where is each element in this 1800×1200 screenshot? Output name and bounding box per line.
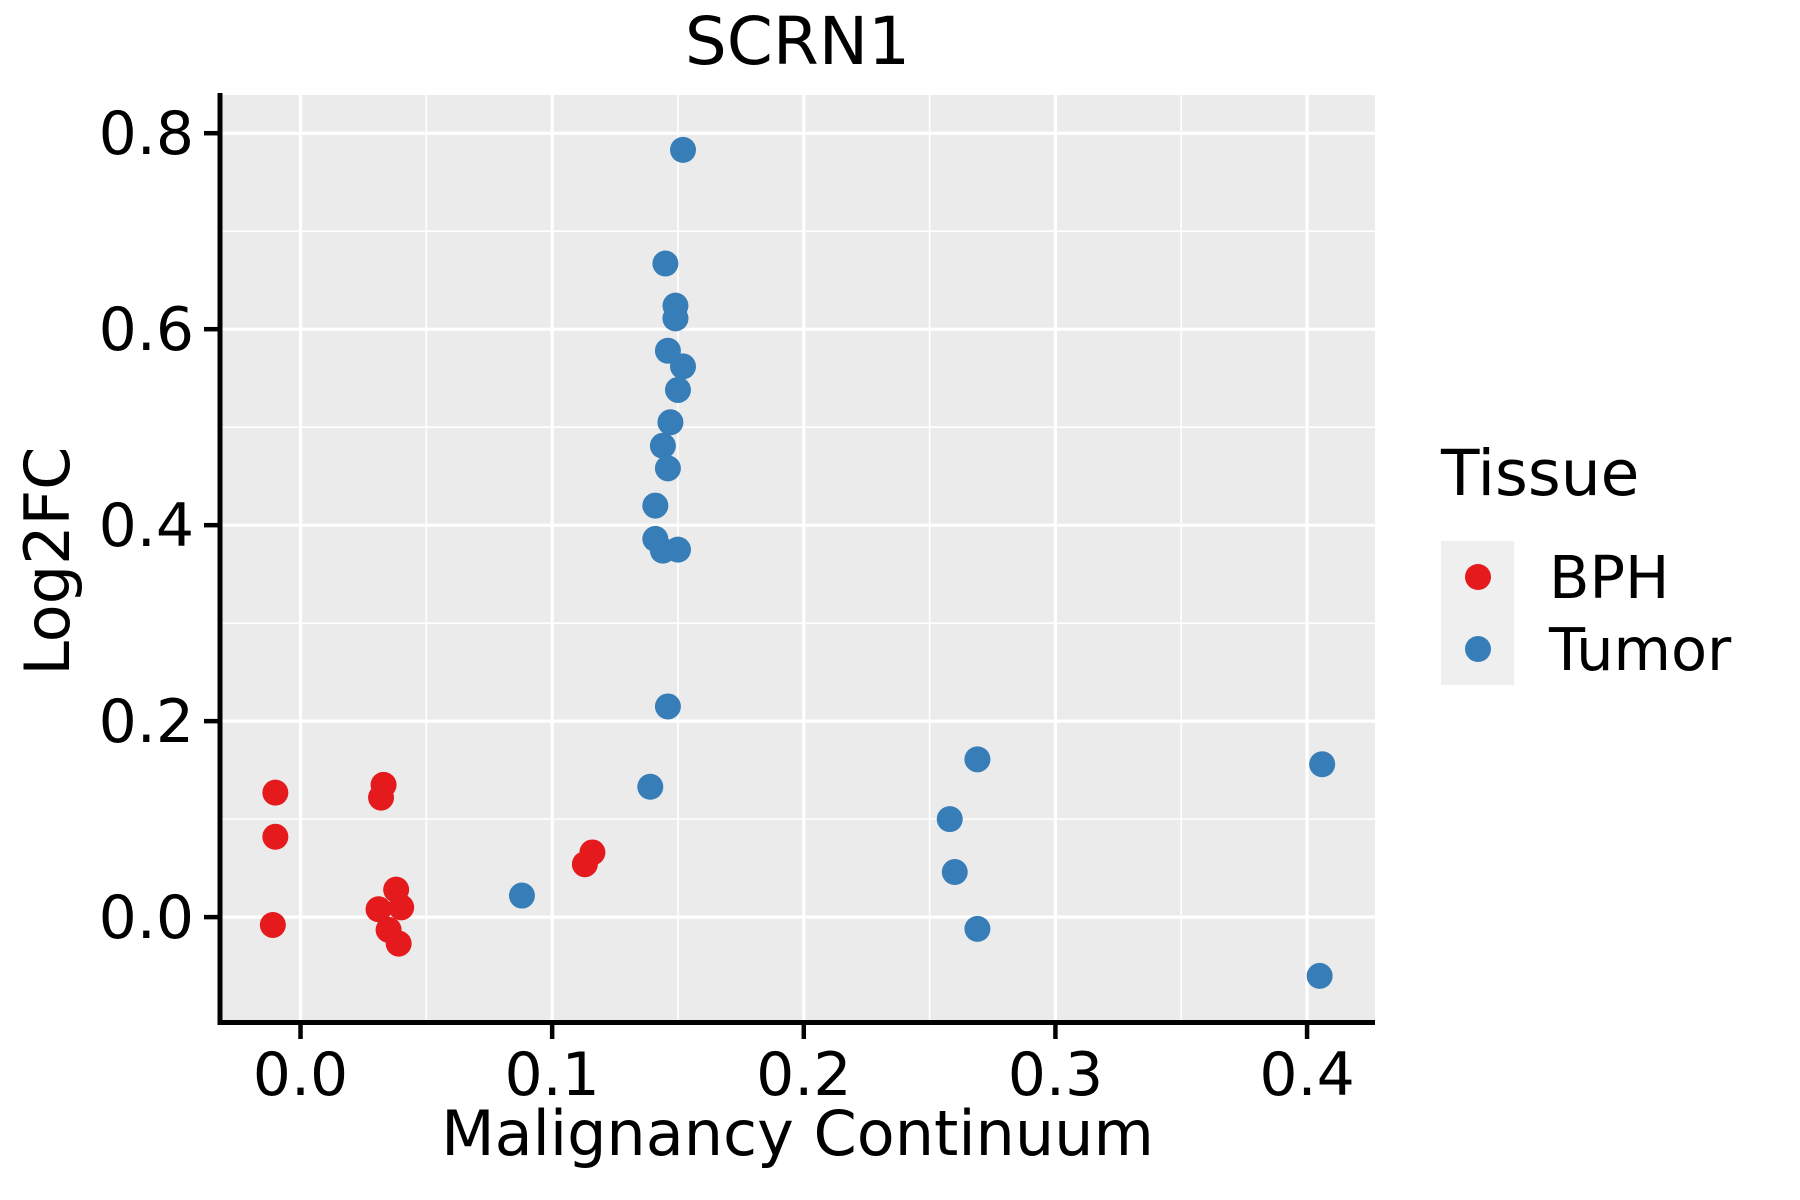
data-point-bph [365,896,392,923]
data-point-tumor [508,882,535,909]
x-tick-label: 0.3 [1008,1040,1103,1110]
legend-title: Tissue [1441,437,1640,510]
tumor-dot-icon [1464,636,1491,662]
data-point-tumor [652,250,679,277]
data-point-tumor [664,536,691,563]
data-point-bph [262,823,289,850]
y-axis-title: Log2FC [10,446,84,676]
x-tick-label: 0.0 [253,1040,348,1110]
legend-key-bph [1441,541,1514,613]
data-point-tumor [654,693,681,720]
y-tick-label: 0.8 [99,99,194,169]
data-point-tumor [662,305,689,332]
y-tick-label: 0.4 [99,491,194,561]
legend: Tissue BPH Tumor [1441,442,1731,685]
data-point-tumor [1309,751,1336,778]
bph-dot-icon [1464,564,1491,590]
plot-panel [220,95,1375,1020]
data-point-bph [259,911,286,938]
data-point-tumor [637,773,664,800]
y-tick-label: 0.0 [99,883,194,953]
legend-item-tumor: Tumor [1441,613,1731,685]
data-point-tumor [670,353,697,380]
data-point-bph [385,930,412,957]
data-point-tumor [670,136,697,163]
data-point-bph [368,784,395,811]
x-tick-label: 0.1 [504,1040,599,1110]
chart-title: SCRN1 [684,3,911,80]
data-point-bph [262,779,289,806]
x-tick-label: 0.4 [1259,1040,1354,1110]
legend-keys: BPH Tumor [1441,541,1731,685]
data-point-bph [579,839,606,866]
x-tick-label: 0.2 [756,1040,851,1110]
data-point-tumor [654,455,681,482]
data-point-tumor [642,492,669,519]
data-point-tumor [664,376,691,403]
y-tick-label: 0.6 [99,295,194,365]
data-point-tumor [964,746,991,773]
legend-label-tumor: Tumor [1549,614,1732,684]
data-point-tumor [936,806,963,833]
legend-key-tumor [1441,613,1514,685]
data-point-bph [388,894,415,921]
data-point-tumor [941,859,968,886]
data-point-tumor [649,432,676,459]
data-point-tumor [1306,962,1333,989]
y-tick-label: 0.2 [99,687,194,757]
x-axis-title: Malignancy Continuum [441,1097,1154,1170]
legend-item-bph: BPH [1441,541,1731,613]
legend-label-bph: BPH [1549,542,1670,612]
data-point-tumor [657,409,684,436]
data-point-tumor [964,915,991,942]
